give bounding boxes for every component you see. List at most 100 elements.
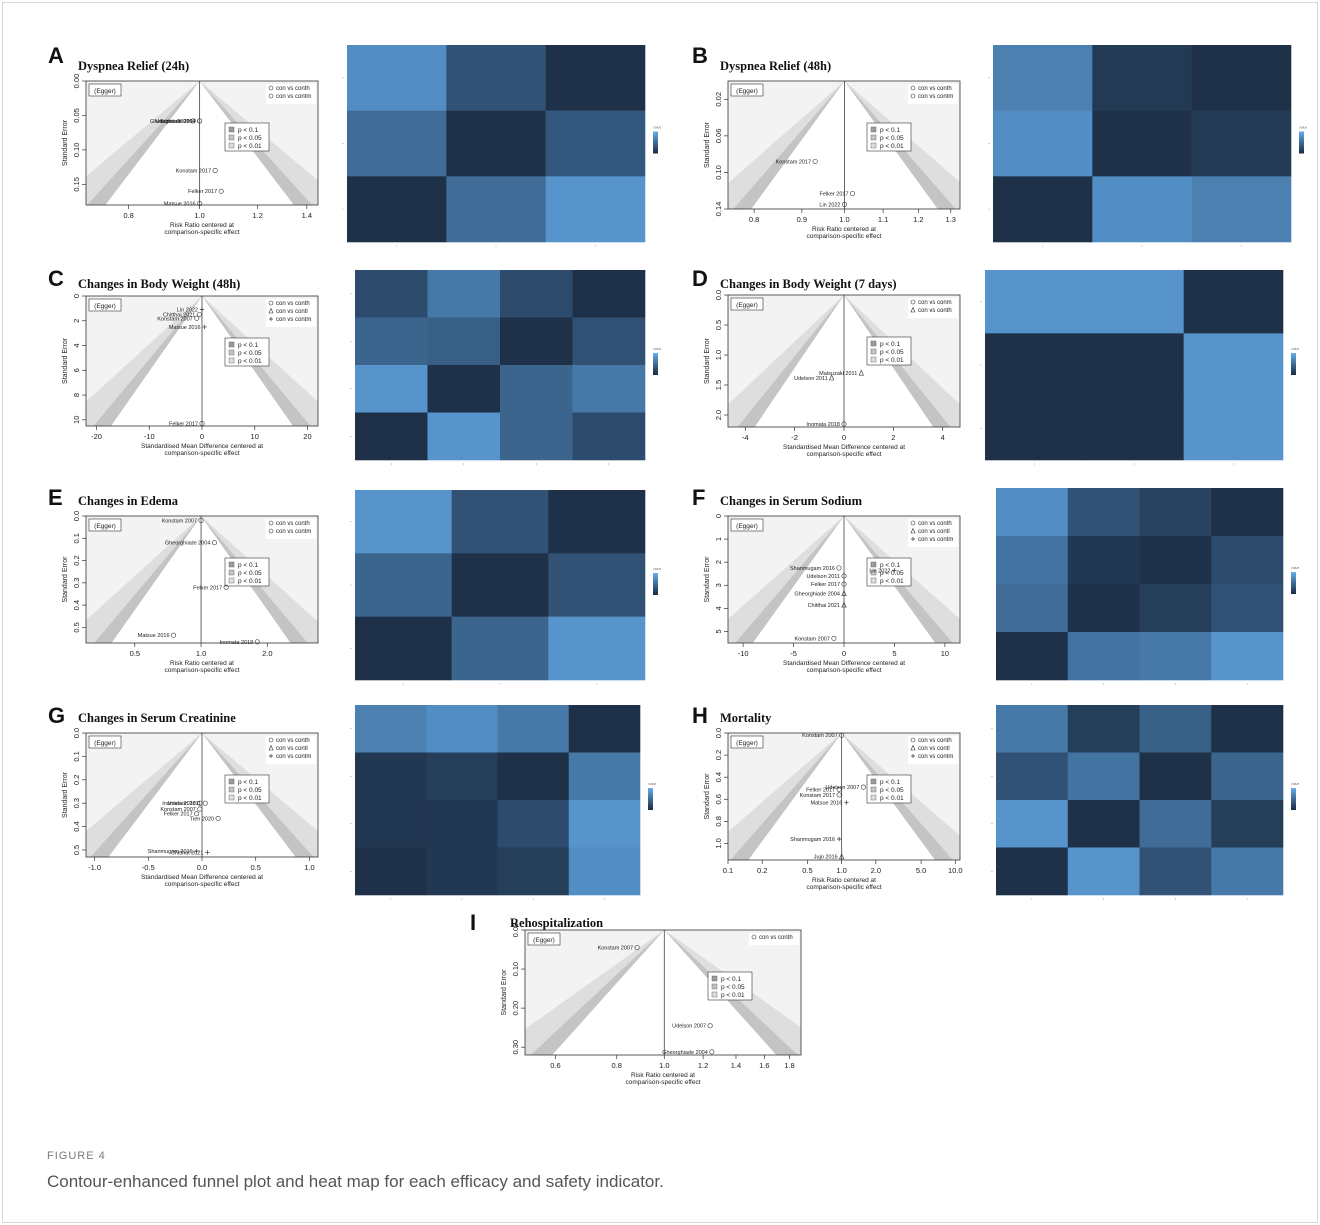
contour-swatch bbox=[870, 142, 877, 149]
x-tick-label: 5.0 bbox=[916, 866, 926, 875]
y-axis-label: Standard Error bbox=[62, 119, 69, 166]
heatmap: value bbox=[343, 705, 656, 915]
data-point-triangle bbox=[268, 307, 274, 314]
panel-title: Mortality bbox=[720, 711, 772, 725]
heatmap-cell bbox=[996, 847, 1069, 896]
y-tick-label: 1.5 bbox=[714, 380, 723, 390]
panel-i: I Rehospitalization 0.6 0.8 1.0 1.2 1.4 1.6 1.8 0… bbox=[470, 910, 802, 1086]
legend-entry: con vs conth bbox=[276, 521, 310, 527]
legend-entry: con vs contm bbox=[276, 94, 311, 100]
data-point-circle bbox=[836, 786, 842, 792]
data-point-plus bbox=[269, 754, 273, 758]
heatmap-cell bbox=[1067, 752, 1140, 801]
data-point-plus bbox=[892, 568, 897, 573]
y-tick-label: 2.0 bbox=[714, 410, 723, 420]
panel-title: Dyspnea Relief (24h) bbox=[78, 59, 189, 73]
y-tick-label: 1.0 bbox=[714, 350, 723, 360]
data-point-circle bbox=[197, 118, 203, 124]
heatmap-cell bbox=[500, 412, 573, 461]
contour-legend-label: p < 0.01 bbox=[238, 795, 262, 802]
egger-box bbox=[730, 735, 764, 749]
contour-swatch bbox=[870, 356, 877, 363]
y-tick-label: 0.05 bbox=[72, 108, 81, 123]
egger-label: (Egger) bbox=[94, 303, 116, 310]
heatmap-color-scale bbox=[1291, 788, 1296, 810]
heatmap: value bbox=[984, 488, 1299, 700]
data-point-circle bbox=[910, 737, 916, 743]
panel-d: D Changes in Body Weight (7 days) -4 -2 0 2 4 0… bbox=[692, 266, 1299, 480]
heatmap-cell bbox=[347, 45, 447, 111]
panel-letter: F bbox=[692, 485, 705, 510]
data-point-circle bbox=[841, 573, 847, 579]
y-tick-label: 0.0 bbox=[72, 511, 81, 521]
plot-frame bbox=[524, 929, 802, 1056]
x-tick-label: 0.8 bbox=[612, 1061, 622, 1070]
contour-swatch bbox=[228, 341, 235, 348]
y-tick-label: 0.06 bbox=[714, 129, 723, 144]
legend-entry: con vs contm bbox=[276, 754, 311, 760]
panel-letter: A bbox=[48, 43, 64, 68]
study-label: Udelson 2007 bbox=[672, 1024, 706, 1030]
data-point-circle bbox=[197, 800, 203, 806]
y-tick-label: 6 bbox=[72, 368, 81, 372]
heatmap-cell bbox=[572, 270, 646, 318]
contour-legend-label: p < 0.01 bbox=[880, 357, 904, 364]
study-label: Shanmugam 2016 bbox=[148, 849, 193, 855]
study-label: Shanmugam 2016 bbox=[790, 566, 835, 572]
data-point-circle bbox=[194, 811, 200, 817]
heatmap-cell bbox=[1191, 45, 1292, 111]
heatmap-cell bbox=[355, 800, 427, 848]
contour-legend-label: p < 0.1 bbox=[721, 976, 741, 983]
data-point-triangle bbox=[841, 601, 847, 608]
y-axis-label: Standard Error bbox=[62, 771, 69, 818]
contour-swatch bbox=[228, 794, 235, 801]
y-tick-label: 0.00 bbox=[72, 74, 81, 89]
contour-swatch bbox=[870, 794, 877, 801]
heatmap-legend-title: value bbox=[1299, 126, 1307, 130]
data-point-triangle bbox=[828, 374, 835, 381]
x-tick-label: 1.2 bbox=[913, 215, 923, 224]
data-point-plus bbox=[911, 754, 915, 758]
heatmap-cell bbox=[355, 752, 427, 801]
y-axis-label: Standard Error bbox=[62, 337, 69, 384]
data-point-circle bbox=[268, 93, 274, 99]
legend-box bbox=[266, 736, 316, 764]
heatmap-cell bbox=[1067, 488, 1140, 537]
heatmap-cell bbox=[497, 847, 570, 896]
data-point-plus bbox=[205, 850, 210, 855]
contour-swatch bbox=[711, 991, 718, 998]
data-point-circle bbox=[198, 517, 204, 523]
heatmap-legend-title: value bbox=[653, 567, 661, 571]
heatmap-cell bbox=[451, 553, 549, 617]
heatmap-cell bbox=[996, 632, 1069, 681]
y-tick-label: 0 bbox=[72, 294, 81, 298]
y-tick-label: 4 bbox=[714, 606, 723, 610]
panel-title: Dyspnea Relief (48h) bbox=[720, 59, 831, 73]
study-label: Inomata 2018 bbox=[220, 640, 254, 646]
data-point-triangle bbox=[841, 589, 847, 596]
x-axis-label: Risk Ratio centered at bbox=[812, 877, 876, 884]
study-label: Lin 2022 bbox=[869, 568, 890, 574]
y-tick-label: 0.14 bbox=[714, 202, 723, 217]
panel-title: Rehospitalization bbox=[510, 916, 603, 930]
data-point-circle bbox=[218, 188, 224, 194]
heatmap: value bbox=[343, 270, 661, 480]
x-tick-label: 0 bbox=[200, 432, 204, 441]
contour-legend-label: p < 0.1 bbox=[238, 562, 258, 569]
x-axis-label: comparison-specific effect bbox=[164, 667, 239, 674]
heatmap-color-scale bbox=[1291, 353, 1296, 375]
data-point-circle bbox=[268, 300, 274, 306]
study-label: Matsuzaki 2011 bbox=[819, 371, 857, 377]
data-point-circle bbox=[215, 815, 221, 821]
y-tick-label: 0.4 bbox=[72, 821, 81, 831]
y-tick-label: 8 bbox=[72, 393, 81, 397]
legend-entry: con vs conth bbox=[759, 935, 793, 941]
contour-swatch bbox=[870, 348, 877, 355]
heatmap-cell bbox=[426, 752, 498, 801]
heatmap-cell bbox=[1183, 396, 1284, 461]
heatmap-cell bbox=[1211, 632, 1284, 681]
plot-frame bbox=[85, 80, 319, 206]
heatmap-cell bbox=[1067, 584, 1140, 633]
y-tick-label: 5 bbox=[714, 629, 723, 633]
x-axis-label: Standardised Mean Difference centered at bbox=[141, 443, 263, 450]
